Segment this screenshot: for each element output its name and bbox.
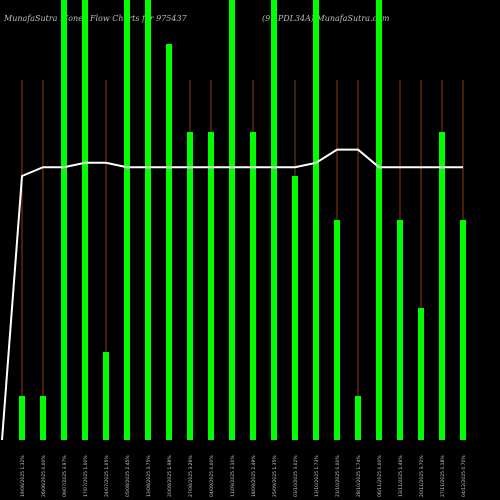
chart-title: MunafaSutra Money Flow Charts for 975437 <box>4 14 187 23</box>
bar <box>229 0 235 440</box>
bar <box>103 352 109 440</box>
bar <box>124 0 130 440</box>
chart-title-source: (9%PDL34A) MunafaSutra.com <box>262 14 390 23</box>
bar <box>376 0 382 440</box>
x-tick-label: 26/06/2025 0.00% <box>41 455 47 497</box>
x-tick-label: 06/11/2025 0.00% <box>377 455 383 497</box>
bar <box>439 132 445 440</box>
x-tick-label: 27/08/2025 3.26% <box>188 455 194 497</box>
bar <box>355 396 361 440</box>
bar <box>208 132 214 440</box>
bar <box>418 308 424 440</box>
bar <box>334 220 340 440</box>
x-tick-label: 04/12/2025 0.70% <box>461 455 467 497</box>
bar <box>250 132 256 440</box>
x-tick-label: 20/08/2025 1.98% <box>167 455 173 497</box>
x-tick-label: 11/09/2025 3.10% <box>230 455 236 497</box>
bar <box>313 0 319 440</box>
x-tick-label: 27/11/2025 0.18% <box>440 455 446 497</box>
bar <box>397 220 403 440</box>
x-tick-label: 25/09/2025 1.35% <box>272 455 278 497</box>
x-tick-label: 04/09/2025 0.00% <box>209 455 215 497</box>
x-tick-label: 05/08/2025 2.45% <box>125 455 131 497</box>
bar <box>145 0 151 440</box>
bar <box>61 0 67 440</box>
x-tick-label: 18/09/2025 2.49% <box>251 455 257 497</box>
money-flow-line <box>1 148 463 441</box>
x-tick-label: 24/07/2025 1.05% <box>104 455 110 497</box>
bar <box>166 44 172 440</box>
x-tick-label: 03/10/2025 3.02% <box>293 455 299 497</box>
bar <box>292 176 298 440</box>
bar <box>40 396 46 440</box>
bar <box>19 396 25 440</box>
x-tick-label: 13/11/2025 1.49% <box>398 455 404 497</box>
x-tick-label: 13/10/2025 1.73% <box>314 455 320 497</box>
bar <box>460 220 466 440</box>
x-tick-label: 17/07/2025 1.00% <box>83 455 89 497</box>
x-tick-label: 21/10/2025 0.00% <box>335 455 341 497</box>
x-tick-label: 09/07/2025 3.97% <box>62 455 68 497</box>
bar <box>187 132 193 440</box>
x-tick-label: 13/08/2025 3.75% <box>146 455 152 497</box>
x-tick-label: 19/06/2025 1.32% <box>20 455 26 497</box>
bar <box>82 0 88 440</box>
bar <box>271 0 277 440</box>
x-tick-label: 28/10/2025 1.74% <box>356 455 362 497</box>
x-tick-label: 20/11/2025 3.70% <box>419 455 425 497</box>
